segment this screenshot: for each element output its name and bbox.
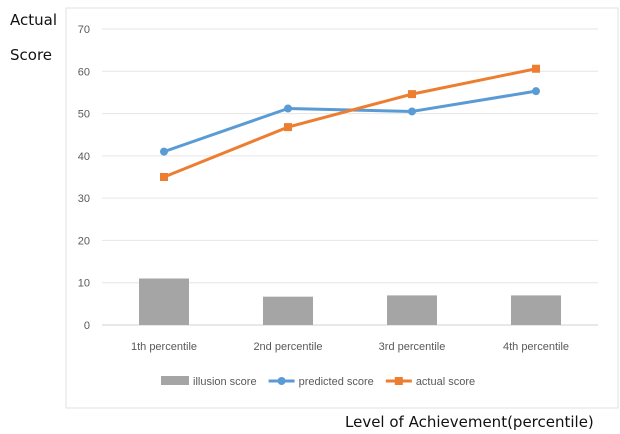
actual-score-point — [532, 64, 540, 73]
legend-marker-predicted-score — [277, 377, 286, 385]
illusion-score-bar — [139, 278, 189, 325]
x-tick-label: 3rd percentile — [379, 341, 446, 353]
predicted-score-point — [284, 104, 292, 113]
actual-score-line — [162, 67, 538, 179]
illusion-score-bar — [511, 295, 561, 325]
actual-score-point — [284, 123, 292, 132]
x-tick-label: 4th percentile — [503, 341, 569, 353]
chart-frame — [65, 7, 619, 409]
y-tick-label: 50 — [78, 109, 90, 121]
legend-swatch-illusion-score — [161, 376, 189, 385]
y-axis-label-line-2: Score — [10, 46, 53, 64]
actual-score-point — [408, 90, 416, 99]
y-tick-label: 70 — [78, 24, 90, 36]
x-tick-label: 1th percentile — [131, 341, 197, 353]
legend-label-illusion-score: illusion score — [193, 376, 257, 388]
y-tick-label: 10 — [78, 278, 90, 290]
y-tick-label: 0 — [84, 320, 90, 332]
x-axis-label: Level of Achievement(percentile) — [345, 413, 594, 431]
y-tick-label: 40 — [78, 151, 90, 163]
line-series — [160, 64, 540, 181]
illusion-score-bar — [263, 296, 313, 325]
y-tick-labels: 0 10 20 30 40 50 60 70 — [78, 24, 90, 332]
actual-score-point — [160, 173, 168, 181]
y-tick-label: 20 — [78, 235, 90, 247]
y-tick-label: 60 — [78, 66, 90, 78]
predicted-score-point — [532, 87, 540, 96]
legend-label-predicted-score: predicted score — [299, 376, 374, 388]
x-tick-labels: 1th percentile 2nd percentile 3rd percenti… — [131, 341, 569, 353]
illusion-score-bar — [387, 295, 437, 325]
legend: illusion score predicted score actual scor… — [161, 376, 475, 388]
illusion-score-bars — [139, 278, 561, 325]
y-axis-label-line-1: Actual — [10, 11, 57, 29]
legend-marker-actual-score — [394, 377, 403, 385]
legend-label-actual-score: actual score — [416, 376, 475, 388]
predicted-score-point — [408, 107, 416, 116]
x-tick-label: 2nd percentile — [253, 341, 322, 353]
predicted-score-point — [160, 147, 168, 156]
y-tick-label: 30 — [78, 193, 90, 205]
